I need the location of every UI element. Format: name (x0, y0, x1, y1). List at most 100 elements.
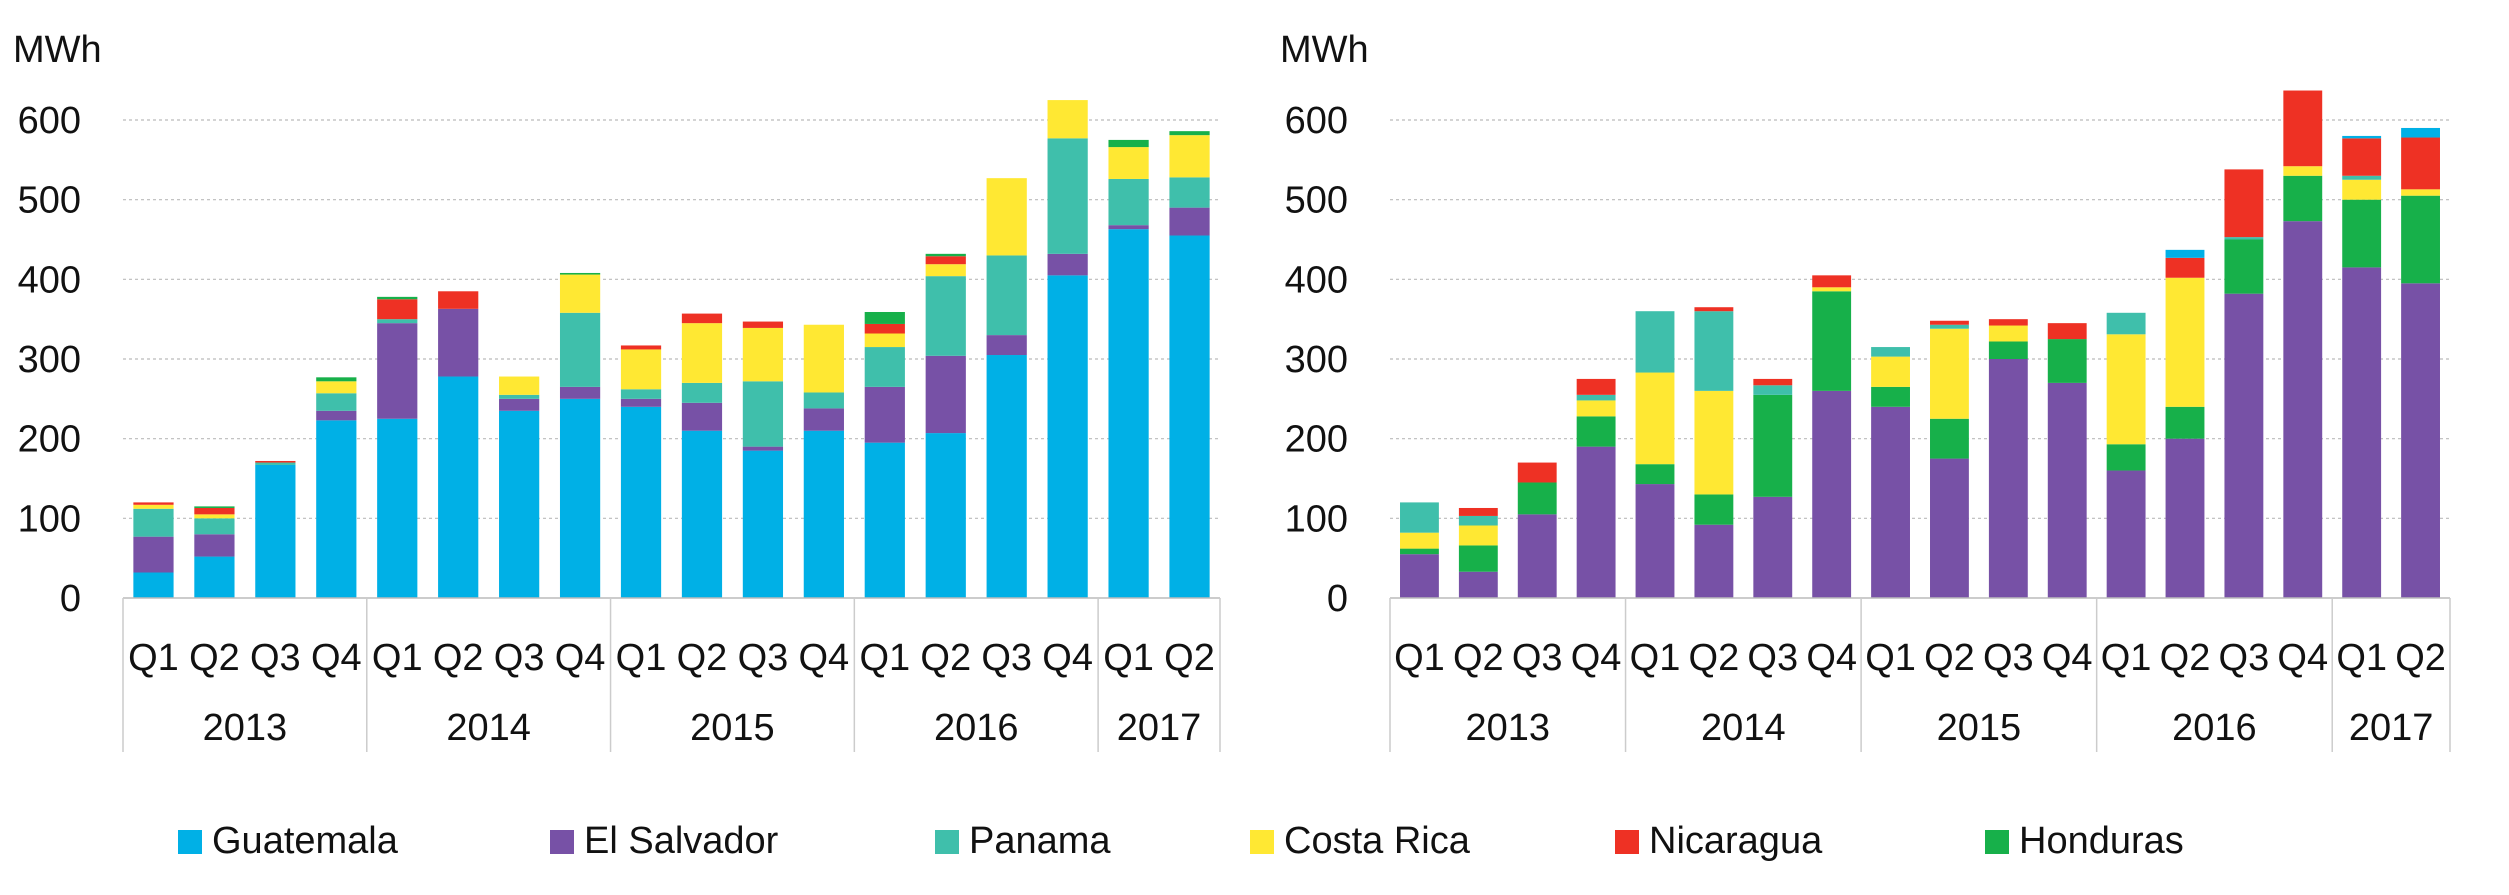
y-tick-label: 600 (1285, 100, 1348, 142)
x-tick-label: Q1 (1394, 637, 1445, 679)
bar-segment-honduras (377, 296, 418, 300)
bar-segment-panama (803, 392, 844, 409)
bar-segment-panama (1108, 178, 1149, 226)
bar-segment-el-salvador (803, 408, 844, 431)
bar-segment-nicaragua (1930, 320, 1969, 325)
bar-segment-guatemala (1169, 235, 1210, 598)
bar-segment-nicaragua (1988, 319, 2028, 326)
bar-segment-el-salvador (559, 386, 601, 399)
bar-segment-el-salvador (133, 536, 174, 573)
bar-segment-costa-rica (620, 349, 662, 390)
y-tick-label: 300 (1285, 339, 1348, 381)
bar-segment-panama (2342, 175, 2382, 180)
bar-segment-panama (255, 462, 296, 465)
bar-segment-nicaragua (1458, 507, 1498, 516)
x-group-label: 2013 (203, 707, 288, 749)
bar-segment-honduras (1871, 386, 1910, 407)
bar-segment-honduras (559, 272, 601, 275)
bar-segment-costa-rica (925, 264, 966, 277)
bar-segment-honduras (2342, 199, 2382, 268)
bar-segment-costa-rica (1635, 372, 1675, 465)
bar-segment-el-salvador (194, 534, 235, 557)
bar-segment-panama (1169, 177, 1210, 208)
x-tick-label: Q2 (1164, 637, 1215, 679)
bar-segment-guatemala (133, 572, 174, 598)
y-axis-label: MWh (1280, 29, 1369, 71)
y-tick-label: 0 (60, 578, 81, 620)
bar-segment-costa-rica (316, 381, 357, 394)
bar-segment-honduras (1169, 131, 1210, 136)
bar-segment-honduras (1517, 482, 1557, 515)
bar-segment-panama (194, 518, 235, 535)
bar-segment-panama (559, 312, 601, 387)
y-tick-label: 500 (1285, 180, 1348, 222)
bar-segment-panama (925, 276, 966, 356)
bar-segment-nicaragua (194, 507, 235, 515)
bar-segment-costa-rica (2106, 334, 2146, 445)
bar-segment-panama (742, 381, 784, 447)
bar-segment-guatemala (499, 410, 540, 598)
bar-segment-honduras (2106, 444, 2146, 471)
bar-segment-el-salvador (864, 386, 905, 443)
legend-label: Guatemala (212, 820, 399, 862)
bar-segment-panama (377, 319, 418, 324)
bar-segment-honduras (2047, 339, 2087, 383)
bar-segment-nicaragua (133, 502, 174, 505)
bar-segment-panama (1047, 138, 1088, 254)
bar-segment-costa-rica (864, 333, 905, 348)
bar-segment-panama (864, 347, 905, 387)
bar-segment-nicaragua (2165, 257, 2205, 278)
bar-segment-guatemala (377, 418, 418, 598)
bar-segment-honduras (2283, 175, 2323, 222)
bar-segment-panama (133, 508, 174, 537)
bar-segment-guatemala (438, 376, 479, 598)
bar-segment-panama (1400, 502, 1439, 533)
bar-segment-panama (1871, 347, 1910, 357)
bar-segment-panama (1635, 311, 1675, 373)
legend-label: Nicaragua (1649, 820, 1823, 862)
x-tick-label: Q2 (433, 637, 484, 679)
x-tick-label: Q2 (189, 637, 240, 679)
bar-segment-nicaragua (2401, 137, 2440, 190)
bar-segment-el-salvador (742, 446, 784, 451)
bar-segment-guatemala (681, 430, 723, 598)
bar-segment-costa-rica (1576, 400, 1616, 417)
bar-segment-el-salvador (2106, 470, 2146, 598)
bar-segment-honduras (1988, 341, 2028, 359)
bar-segment-el-salvador (499, 398, 540, 411)
bar-segment-panama (620, 389, 662, 399)
x-tick-label: Q4 (1042, 637, 1093, 679)
bar-segment-el-salvador (1108, 225, 1149, 230)
bar-segment-nicaragua (864, 323, 905, 334)
bar-segment-el-salvador (1635, 484, 1675, 598)
bar-segment-nicaragua (1694, 307, 1734, 312)
bar-segment-costa-rica (1400, 532, 1439, 549)
bar-segment-el-salvador (1517, 514, 1557, 598)
bar-segment-el-salvador (2224, 293, 2264, 598)
x-tick-label: Q1 (372, 637, 423, 679)
bar-segment-panama (986, 255, 1027, 336)
x-tick-label: Q1 (128, 637, 179, 679)
bar-segment-honduras (2401, 195, 2440, 284)
x-tick-label: Q3 (1983, 637, 2034, 679)
x-tick-label: Q1 (1865, 637, 1916, 679)
x-group-label: 2017 (1117, 707, 1202, 749)
x-tick-label: Q1 (616, 637, 667, 679)
x-tick-label: Q4 (1571, 637, 1622, 679)
x-tick-label: Q2 (2395, 637, 2446, 679)
bar-segment-el-salvador (925, 355, 966, 434)
x-tick-label: Q2 (677, 637, 728, 679)
bar-segment-el-salvador (620, 398, 662, 407)
x-tick-label: Q3 (2219, 637, 2270, 679)
bar-segment-el-salvador (2047, 382, 2087, 598)
x-tick-label: Q4 (1806, 637, 1857, 679)
x-tick-label: Q2 (920, 637, 971, 679)
y-tick-label: 400 (1285, 259, 1348, 301)
y-tick-label: 200 (18, 419, 81, 461)
x-tick-label: Q4 (2042, 637, 2093, 679)
bar-segment-costa-rica (1988, 325, 2028, 342)
bar-segment-nicaragua (1812, 275, 1852, 288)
bar-segment-guatemala (925, 433, 966, 598)
x-tick-label: Q1 (859, 637, 910, 679)
